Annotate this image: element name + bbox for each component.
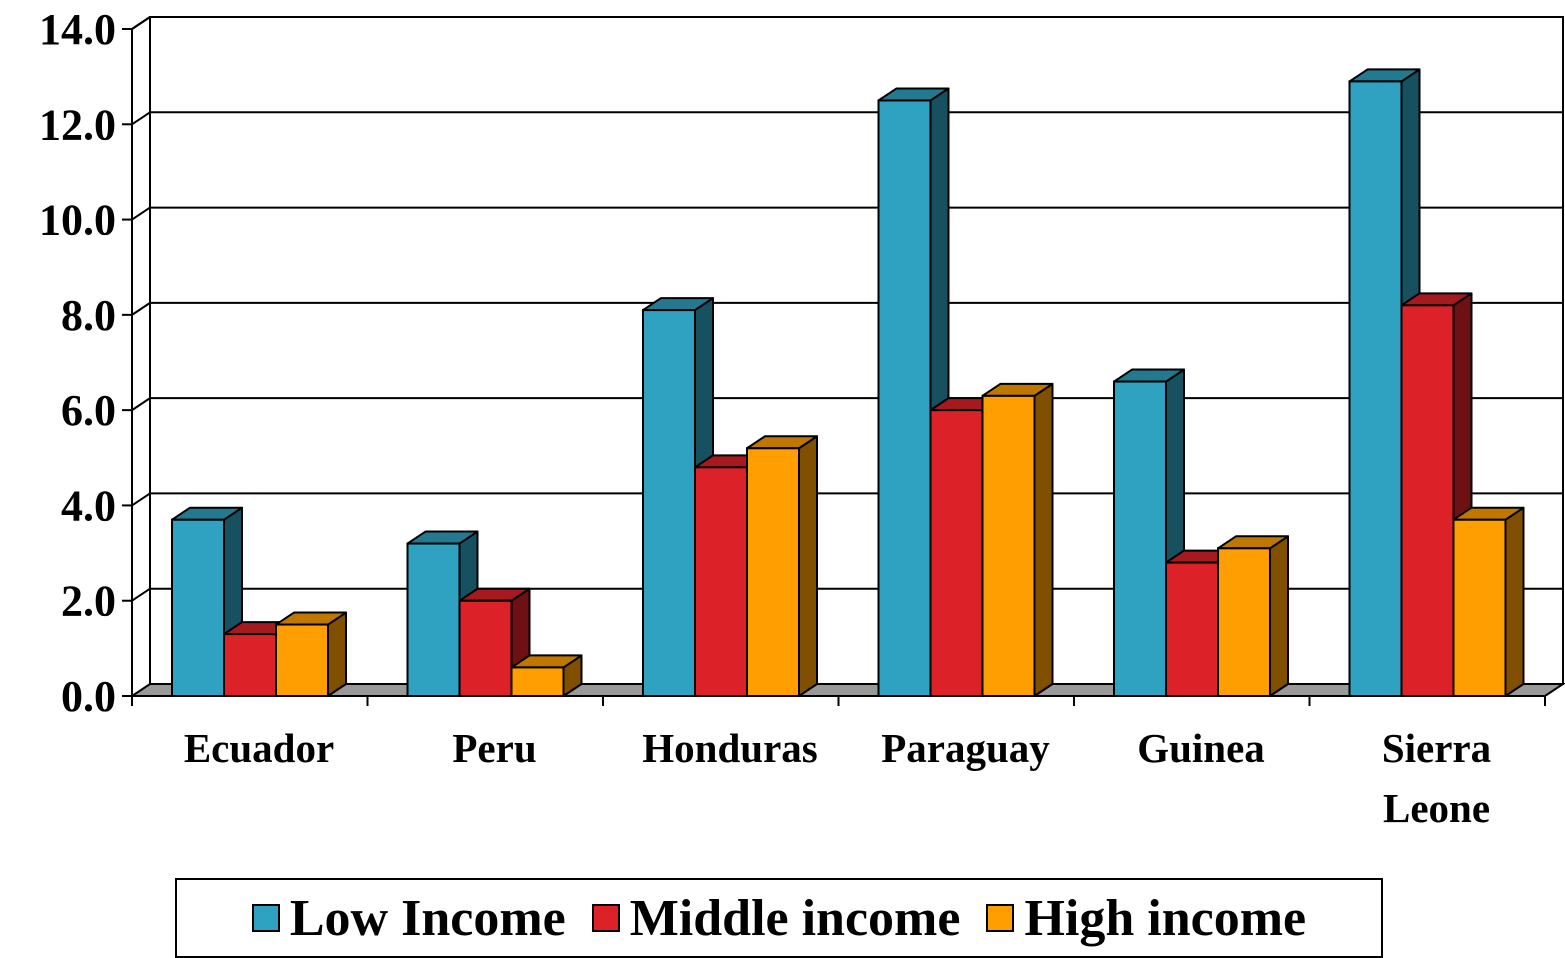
bar: [1217, 535, 1289, 697]
y-axis-ticks: 0.0 2.0 4.0 6.0 8.0 10.0 12.0 14.0: [39, 5, 132, 721]
category-label: Peru: [452, 725, 536, 771]
legend-swatch-high-income: [986, 904, 1015, 932]
y-tick-label: 8.0: [61, 291, 116, 340]
legend-label-high-income: High income: [1024, 889, 1307, 947]
gridline-side: [131, 302, 151, 316]
gridlines: [131, 16, 1563, 602]
gridline-side: [131, 111, 151, 126]
x-axis-ticks: [131, 696, 1546, 706]
category-label: Ecuador: [184, 725, 334, 771]
legend: Low Income Middle income High income: [175, 878, 1383, 958]
gridline-side: [131, 492, 151, 507]
category-labels: Ecuador Peru Honduras Paraguay Guinea Sierra L…: [184, 725, 1491, 831]
bar: [1452, 506, 1525, 697]
bar: [642, 297, 714, 697]
floor: [128, 683, 1565, 697]
category-label: Sierra Leone: [1382, 725, 1491, 831]
y-tick-label: 4.0: [61, 481, 116, 530]
legend-item-high-income: High income: [986, 889, 1306, 948]
category-label: Guinea: [1137, 725, 1265, 771]
y-tick-label: 12.0: [39, 100, 116, 149]
legend-item-low-income: Low Income: [251, 889, 566, 948]
gridline-side: [131, 587, 151, 602]
legend-item-middle-income: Middle income: [591, 889, 961, 948]
legend-swatch-low-income: [251, 904, 280, 932]
y-tick-label: 0.0: [61, 672, 116, 721]
gridline-side: [131, 397, 151, 411]
category-label: Paraguay: [881, 725, 1050, 771]
left-wall-edge: [131, 16, 151, 30]
y-tick-label: 14.0: [39, 5, 116, 54]
bar: [746, 435, 818, 697]
legend-label-low-income: Low Income: [289, 889, 566, 947]
gridline-side: [131, 206, 151, 221]
y-tick-label: 10.0: [39, 196, 116, 245]
bar: [275, 611, 347, 697]
y-tick-label: 2.0: [61, 577, 116, 626]
legend-swatch-middle-income: [591, 904, 620, 932]
bar: [1400, 292, 1473, 697]
bar: [510, 654, 583, 698]
legend-label-middle-income: Middle income: [629, 889, 961, 947]
category-label: Honduras: [642, 725, 817, 771]
bars: [171, 68, 1525, 698]
bar-chart: 0.0 2.0 4.0 6.0 8.0 10.0 12.0 14.0 Ecuador Peru H…: [39, 5, 1565, 831]
y-tick-label: 6.0: [61, 386, 116, 435]
bar: [981, 382, 1054, 697]
